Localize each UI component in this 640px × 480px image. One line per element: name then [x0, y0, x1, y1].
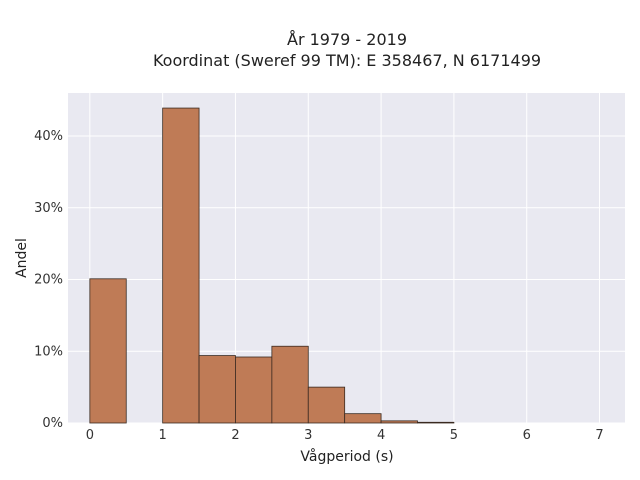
x-tick-label: 4	[377, 428, 385, 443]
x-tick-label: 2	[231, 428, 239, 443]
chart-title-line1: År 1979 - 2019	[287, 30, 407, 49]
x-tick-label: 0	[86, 428, 94, 443]
histogram-bar	[162, 107, 200, 424]
y-tick-label: 30%	[34, 201, 63, 216]
x-tick-label: 6	[523, 428, 531, 443]
histogram-bar	[235, 356, 273, 424]
histogram-bar	[198, 355, 236, 424]
y-tick-label: 10%	[34, 344, 63, 359]
plot-area	[68, 93, 625, 423]
histogram-bar	[271, 345, 309, 424]
histogram-bar	[380, 420, 418, 424]
y-axis-title: Andel	[14, 238, 30, 278]
x-tick-label: 3	[304, 428, 312, 443]
x-tick-label: 1	[159, 428, 167, 443]
histogram-bar	[344, 413, 382, 424]
y-tick-label: 0%	[42, 416, 63, 431]
histogram-bar	[89, 278, 127, 424]
bars	[89, 107, 455, 424]
y-tick-label: 20%	[34, 273, 63, 288]
chart-title-line2: Koordinat (Sweref 99 TM): E 358467, N 61…	[153, 51, 541, 70]
x-tick-label: 5	[450, 428, 458, 443]
y-tick-label: 40%	[34, 129, 63, 144]
histogram-bar	[417, 421, 455, 424]
histogram-bar	[307, 386, 346, 424]
x-tick-label: 7	[595, 428, 603, 443]
tick-labels: 0 1 2 3 4 5 6 7 0% 10% 20% 30% 40%	[34, 129, 604, 443]
x-axis-title: Vågperiod (s)	[300, 448, 393, 465]
